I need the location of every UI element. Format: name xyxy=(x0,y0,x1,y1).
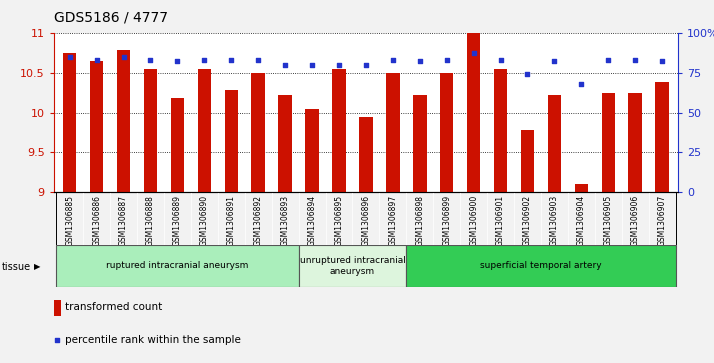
Bar xyxy=(63,53,76,192)
Bar xyxy=(655,82,669,192)
Bar xyxy=(332,69,346,192)
Text: GSM1306894: GSM1306894 xyxy=(308,195,316,246)
Bar xyxy=(306,109,318,192)
Bar xyxy=(298,245,406,287)
Bar xyxy=(359,117,373,192)
Point xyxy=(414,58,426,64)
Text: transformed count: transformed count xyxy=(65,302,162,312)
Point xyxy=(306,62,318,68)
Bar xyxy=(144,69,157,192)
Text: GSM1306893: GSM1306893 xyxy=(281,195,290,246)
Bar xyxy=(406,245,675,287)
Text: GDS5186 / 4777: GDS5186 / 4777 xyxy=(54,11,168,25)
Text: GSM1306903: GSM1306903 xyxy=(550,195,559,246)
Point xyxy=(171,58,183,64)
Text: ruptured intracranial aneurysm: ruptured intracranial aneurysm xyxy=(106,261,248,270)
Point xyxy=(198,57,210,63)
Bar xyxy=(386,73,400,192)
Point xyxy=(575,81,587,87)
Point xyxy=(495,57,506,63)
Point xyxy=(226,57,237,63)
Point xyxy=(549,58,560,64)
Bar xyxy=(628,93,642,192)
Bar xyxy=(198,69,211,192)
Text: GSM1306897: GSM1306897 xyxy=(388,195,398,246)
Text: percentile rank within the sample: percentile rank within the sample xyxy=(65,335,241,345)
Bar xyxy=(440,73,453,192)
Point xyxy=(360,62,371,68)
Text: GSM1306895: GSM1306895 xyxy=(334,195,343,246)
Bar xyxy=(90,61,104,192)
Text: superficial temporal artery: superficial temporal artery xyxy=(480,261,602,270)
Text: GSM1306888: GSM1306888 xyxy=(146,195,155,246)
Point xyxy=(64,54,76,60)
Text: GSM1306902: GSM1306902 xyxy=(523,195,532,246)
Bar xyxy=(56,245,298,287)
Bar xyxy=(278,95,292,192)
Point xyxy=(468,50,479,56)
Bar xyxy=(602,93,615,192)
Point xyxy=(656,58,668,64)
Bar xyxy=(413,95,426,192)
Bar xyxy=(117,50,130,192)
Point xyxy=(603,57,614,63)
Text: GSM1306896: GSM1306896 xyxy=(361,195,371,246)
Point xyxy=(387,57,398,63)
Bar xyxy=(251,73,265,192)
Text: GSM1306906: GSM1306906 xyxy=(630,195,640,246)
Point xyxy=(441,57,453,63)
Bar xyxy=(224,90,238,192)
Point xyxy=(279,62,291,68)
Text: GSM1306887: GSM1306887 xyxy=(119,195,128,246)
Bar xyxy=(521,130,534,192)
Text: tissue: tissue xyxy=(1,262,31,272)
Text: unruptured intracranial
aneurysm: unruptured intracranial aneurysm xyxy=(300,256,406,276)
Text: GSM1306907: GSM1306907 xyxy=(658,195,667,246)
Bar xyxy=(171,98,184,192)
Point xyxy=(394,113,406,118)
Point xyxy=(522,71,533,77)
Point xyxy=(253,57,264,63)
Text: GSM1306904: GSM1306904 xyxy=(577,195,586,246)
Text: GSM1306886: GSM1306886 xyxy=(92,195,101,246)
Bar xyxy=(467,33,481,192)
Text: GSM1306900: GSM1306900 xyxy=(469,195,478,246)
Bar xyxy=(54,300,61,316)
Text: GSM1306890: GSM1306890 xyxy=(200,195,209,246)
Text: GSM1306885: GSM1306885 xyxy=(65,195,74,246)
Point xyxy=(333,62,345,68)
Bar xyxy=(548,95,561,192)
Text: GSM1306889: GSM1306889 xyxy=(173,195,182,246)
Bar xyxy=(494,69,508,192)
Point xyxy=(145,57,156,63)
Text: GSM1306899: GSM1306899 xyxy=(442,195,451,246)
Text: GSM1306901: GSM1306901 xyxy=(496,195,505,246)
Point xyxy=(91,57,102,63)
Text: ▶: ▶ xyxy=(34,262,41,271)
Text: GSM1306905: GSM1306905 xyxy=(604,195,613,246)
Point xyxy=(630,57,641,63)
Text: GSM1306898: GSM1306898 xyxy=(416,195,424,246)
Bar xyxy=(575,184,588,192)
Text: GSM1306891: GSM1306891 xyxy=(227,195,236,246)
Point xyxy=(118,54,129,60)
Text: GSM1306892: GSM1306892 xyxy=(253,195,263,246)
